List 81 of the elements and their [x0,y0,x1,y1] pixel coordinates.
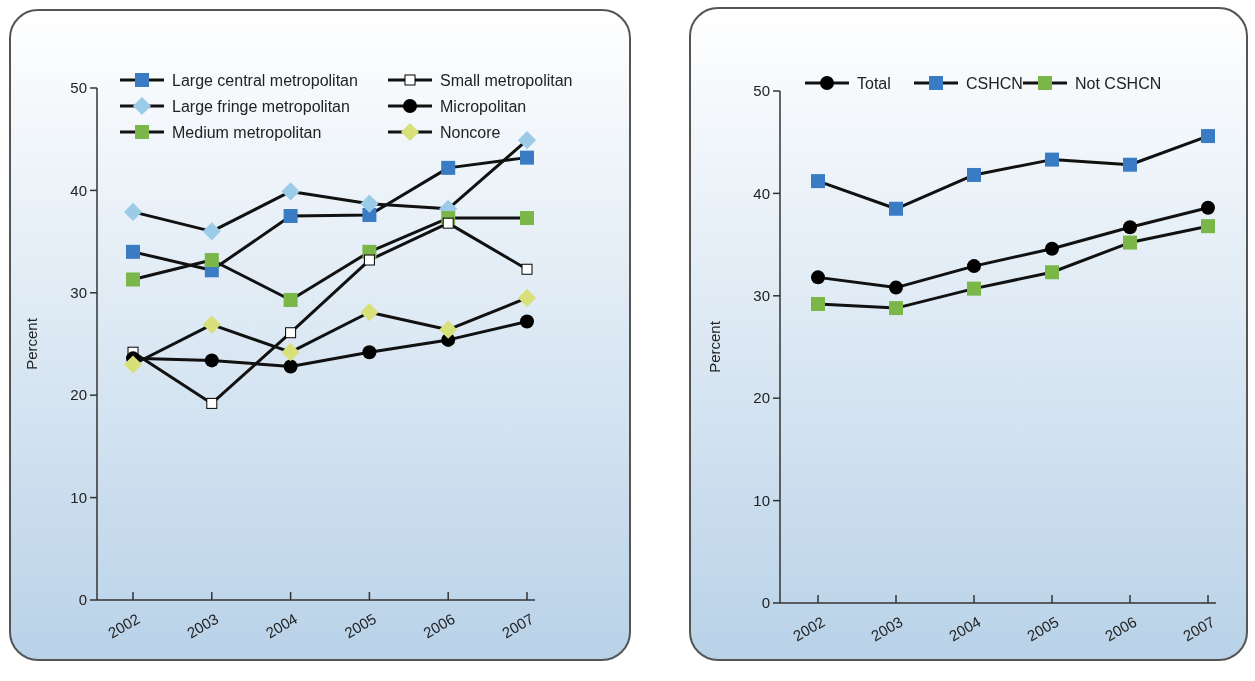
point [283,292,298,307]
point [442,217,454,229]
point [126,244,140,259]
point [517,288,537,308]
y-tick-label: 20 [70,386,87,404]
y-tick-label: 30 [753,287,770,305]
point [517,131,537,150]
point [967,167,981,182]
y-axis-title: Percent [706,320,723,373]
y-tick-label: 40 [753,184,770,202]
point [1123,157,1137,172]
y-tick-label: 10 [70,488,87,506]
y-tick-label: 30 [70,284,87,302]
x-tick-label: 2003 [868,612,906,645]
x-tick-label: 2004 [946,612,984,645]
point [360,303,379,322]
point [123,355,143,374]
legend-label: Large fringe metropolitan [172,97,350,115]
point [521,263,533,275]
y-axis-title: Percent [23,317,40,370]
point [1045,152,1059,167]
point [204,353,219,368]
point [1045,265,1059,280]
y-tick-label: 50 [753,82,770,100]
point [811,270,825,285]
point [202,315,221,334]
point [123,202,143,221]
legend-label: Total [857,74,891,92]
x-tick-label: 2005 [1024,612,1062,645]
point [520,150,534,165]
point [360,194,379,213]
point [967,281,981,296]
y-tick-label: 40 [70,181,87,199]
point [204,253,219,268]
point [889,201,903,216]
point [1201,219,1215,234]
point [1201,129,1215,144]
legend-label: Large central metropolitan [172,71,358,89]
x-tick-label: 2003 [183,609,222,642]
point [362,345,377,360]
point [1123,220,1137,235]
point [889,301,903,316]
point [206,397,218,409]
legend-label: CSHCN [966,74,1023,92]
point [811,174,825,189]
point [202,222,221,241]
x-tick-label: 2002 [790,612,828,645]
x-tick-label: 2002 [105,609,143,642]
x-tick-label: 2007 [499,609,537,642]
y-tick-label: 0 [761,594,770,612]
point [283,359,298,374]
legend-label: Medium metropolitan [172,123,322,141]
legend-label: Noncore [440,123,501,141]
y-tick-label: 20 [753,389,770,407]
point [281,182,300,201]
y-tick-label: 50 [70,79,87,97]
point [439,320,458,339]
point [285,327,297,339]
point [811,296,825,311]
point [520,211,534,226]
point [441,160,456,175]
point [889,280,903,295]
point [1123,235,1137,250]
point [283,209,298,223]
point [281,343,300,362]
point [126,272,140,287]
x-tick-label: 2005 [341,609,379,642]
point [520,314,534,329]
legend-label: Not CSHCN [1075,74,1162,92]
point [967,259,981,274]
legend-label: Micropolitan [440,97,527,115]
point [363,254,375,266]
legend-label: Small metropolitan [440,71,573,89]
x-tick-label: 2006 [420,609,458,642]
point [1045,241,1059,256]
x-tick-label: 2007 [1180,612,1218,645]
x-tick-label: 2006 [1102,612,1140,645]
y-tick-label: 10 [753,491,770,509]
x-tick-label: 2004 [262,609,301,642]
y-tick-label: 0 [78,591,87,609]
point [1201,200,1215,215]
